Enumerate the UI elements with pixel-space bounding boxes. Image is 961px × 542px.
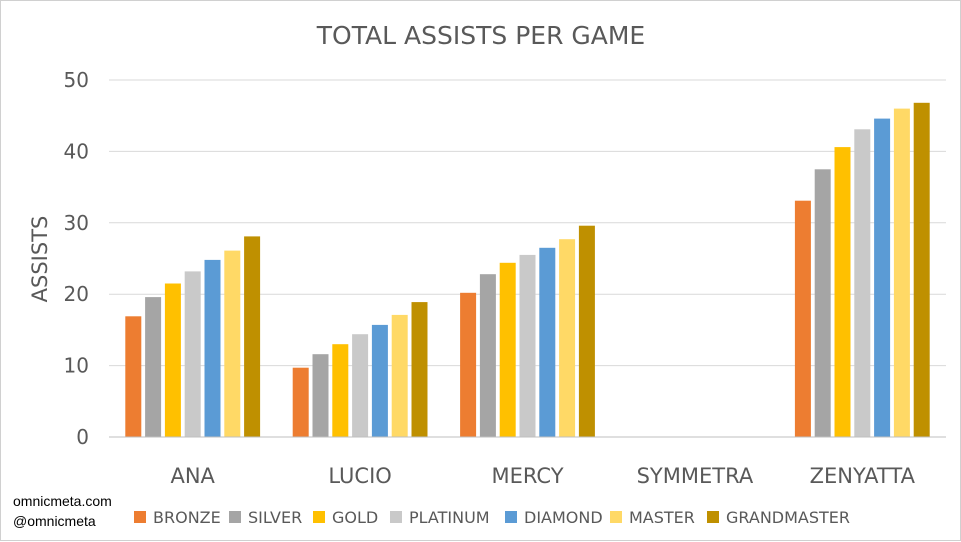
bar-silver-mercy	[479, 274, 496, 437]
legend-swatch-grandmaster	[707, 511, 719, 523]
bar-grandmaster-mercy	[578, 225, 595, 437]
bar-silver-lucio	[312, 354, 329, 437]
legend-swatch-gold	[313, 511, 325, 523]
bar-diamond-lucio	[371, 324, 388, 437]
y-tick-label: 0	[76, 425, 89, 449]
legend-swatch-diamond	[505, 511, 517, 523]
bar-master-mercy	[559, 239, 576, 437]
bar-diamond-zenyatta	[874, 118, 891, 437]
legend-swatch-platinum	[390, 511, 402, 523]
bar-platinum-lucio	[352, 334, 369, 437]
bar-platinum-mercy	[519, 254, 536, 437]
bar-master-zenyatta	[893, 108, 910, 437]
y-axis-ticks: 0 10 20 30 40 50	[64, 68, 89, 449]
credit-site: omnicmeta.com	[13, 493, 112, 509]
bar-diamond-ana	[204, 259, 221, 437]
bar-gold-ana	[164, 283, 181, 437]
bar-diamond-mercy	[539, 247, 556, 437]
bar-gold-lucio	[332, 344, 349, 437]
legend-label-platinum: PLATINUM	[409, 508, 490, 527]
category-label: LUCIO	[328, 464, 391, 488]
bar-grandmaster-ana	[244, 236, 261, 437]
category-labels: ANA LUCIO MERCY SYMMETRA ZENYATTA	[170, 464, 915, 488]
category-label: ZENYATTA	[810, 464, 916, 488]
legend-label-gold: GOLD	[332, 508, 378, 527]
credit-block: omnicmeta.com @omnicmeta	[13, 491, 112, 531]
bar-platinum-ana	[184, 271, 201, 437]
legend-swatch-silver	[229, 511, 241, 523]
legend-label-silver: SILVER	[248, 508, 302, 527]
legend: BRONZE SILVER GOLD PLATINUM DIAMOND MASTER GRA…	[134, 508, 850, 527]
y-tick-label: 40	[64, 139, 89, 163]
legend-label-grandmaster: GRANDMASTER	[726, 508, 850, 527]
chart-title: TOTAL ASSISTS PER GAME	[316, 21, 645, 50]
legend-swatch-master	[610, 511, 622, 523]
credit-handle: @omnicmeta	[13, 513, 96, 529]
bar-platinum-zenyatta	[854, 129, 871, 438]
bar-silver-zenyatta	[814, 169, 831, 438]
bar-bronze-lucio	[292, 367, 309, 437]
y-tick-label: 20	[64, 282, 89, 306]
category-label: ANA	[170, 464, 215, 488]
bar-grandmaster-lucio	[411, 302, 428, 437]
bars	[125, 102, 930, 438]
bar-gold-mercy	[499, 262, 516, 437]
legend-swatch-bronze	[134, 511, 146, 523]
bar-bronze-zenyatta	[794, 200, 811, 437]
bar-silver-ana	[145, 297, 162, 437]
bar-master-lucio	[391, 314, 408, 437]
bar-gold-zenyatta	[834, 147, 851, 437]
legend-label-diamond: DIAMOND	[524, 508, 603, 527]
legend-label-bronze: BRONZE	[153, 508, 221, 527]
y-tick-label: 10	[64, 354, 89, 378]
legend-label-master: MASTER	[629, 508, 695, 527]
y-tick-label: 50	[64, 68, 89, 92]
bar-bronze-ana	[125, 316, 142, 437]
bar-grandmaster-zenyatta	[913, 102, 930, 438]
category-label: SYMMETRA	[637, 464, 754, 488]
y-axis-label: ASSISTS	[28, 216, 52, 303]
bar-master-ana	[224, 250, 241, 437]
category-label: MERCY	[491, 464, 563, 488]
bar-bronze-mercy	[460, 292, 477, 437]
y-tick-label: 30	[64, 211, 89, 235]
